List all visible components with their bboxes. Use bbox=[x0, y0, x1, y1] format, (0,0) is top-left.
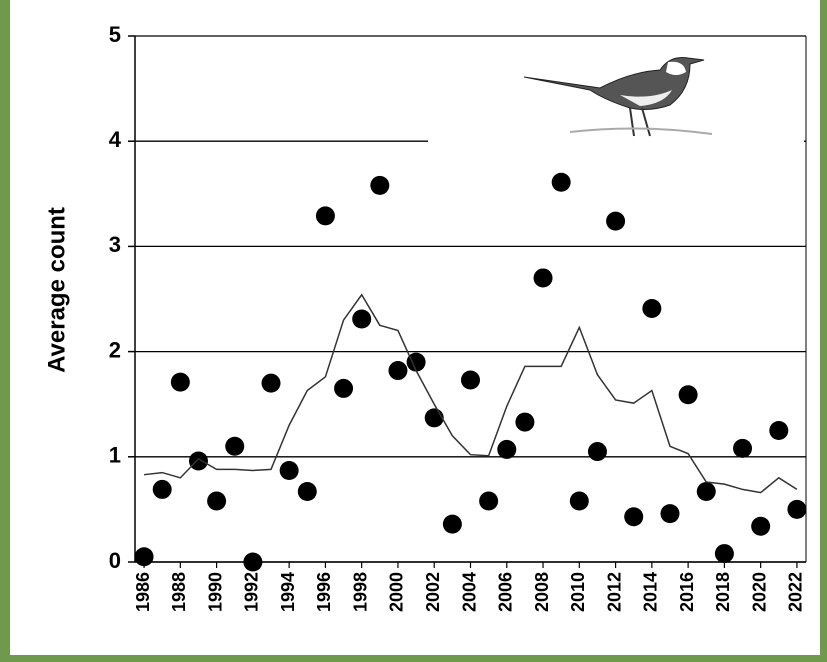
x-tick-label: 1988 bbox=[169, 572, 189, 612]
x-tick-label: 1986 bbox=[133, 572, 153, 612]
data-point bbox=[497, 439, 517, 459]
data-point bbox=[243, 552, 263, 572]
x-tick-label: 2022 bbox=[786, 572, 806, 612]
data-point bbox=[769, 421, 789, 440]
x-tick-label: 2010 bbox=[568, 572, 588, 612]
x-tick-label: 2008 bbox=[532, 572, 552, 612]
x-tick-label: 2016 bbox=[677, 572, 697, 612]
data-point bbox=[442, 514, 462, 534]
y-tick-label: 3 bbox=[109, 232, 121, 257]
x-tick-label: 2006 bbox=[496, 572, 516, 612]
y-tick-label: 1 bbox=[109, 443, 121, 468]
data-point bbox=[406, 352, 426, 372]
data-point bbox=[587, 442, 607, 462]
data-point bbox=[606, 211, 626, 231]
data-point bbox=[279, 460, 299, 480]
y-tick-label: 0 bbox=[109, 548, 121, 573]
data-point bbox=[170, 372, 190, 392]
data-point bbox=[225, 436, 245, 456]
x-tick-label: 1998 bbox=[350, 572, 370, 612]
x-tick-label: 2004 bbox=[459, 572, 479, 612]
data-point bbox=[551, 172, 571, 192]
data-point bbox=[370, 175, 390, 195]
data-point bbox=[787, 499, 807, 519]
data-point bbox=[297, 482, 317, 502]
data-point bbox=[352, 309, 372, 329]
x-tick-label: 2018 bbox=[713, 572, 733, 612]
data-point bbox=[188, 451, 208, 471]
plot: 0 1 2 3 4 5 1986 1988 1990 1992 1994 1996 1998 2000 20… bbox=[109, 22, 807, 612]
x-tick-label: 1992 bbox=[242, 572, 262, 612]
data-point bbox=[642, 298, 662, 318]
x-tick-label: 2000 bbox=[387, 572, 407, 612]
data-point bbox=[660, 504, 680, 524]
x-tick-label: 2014 bbox=[641, 572, 661, 612]
data-point bbox=[751, 516, 771, 536]
data-point bbox=[388, 361, 408, 381]
x-tick-label: 1994 bbox=[278, 572, 298, 612]
data-point bbox=[569, 491, 589, 511]
x-tick-label: 2012 bbox=[604, 572, 624, 612]
data-point bbox=[152, 479, 172, 499]
data-point bbox=[624, 507, 644, 527]
data-point bbox=[334, 378, 354, 398]
data-point bbox=[134, 547, 154, 567]
x-tick-label: 1996 bbox=[314, 572, 334, 612]
data-point bbox=[261, 373, 281, 393]
data-point bbox=[515, 412, 535, 432]
x-tick-label: 1990 bbox=[205, 572, 225, 612]
y-axis-label: Average count bbox=[43, 207, 70, 373]
data-point bbox=[714, 544, 734, 564]
y-tick-label: 2 bbox=[109, 337, 121, 362]
x-tick-label: 2002 bbox=[423, 572, 443, 612]
data-point bbox=[315, 206, 335, 226]
y-tick-label: 5 bbox=[109, 22, 121, 47]
data-point bbox=[207, 491, 227, 511]
data-point bbox=[461, 370, 480, 390]
x-tick-label: 2020 bbox=[749, 572, 769, 612]
data-point bbox=[678, 385, 698, 405]
trend-line bbox=[143, 293, 798, 494]
data-point bbox=[424, 408, 444, 428]
data-point bbox=[696, 482, 716, 502]
bird-illustration bbox=[428, 40, 804, 150]
data-point bbox=[479, 491, 499, 511]
data-point bbox=[533, 268, 553, 288]
y-tick-label: 4 bbox=[109, 127, 122, 152]
data-point bbox=[733, 438, 753, 458]
